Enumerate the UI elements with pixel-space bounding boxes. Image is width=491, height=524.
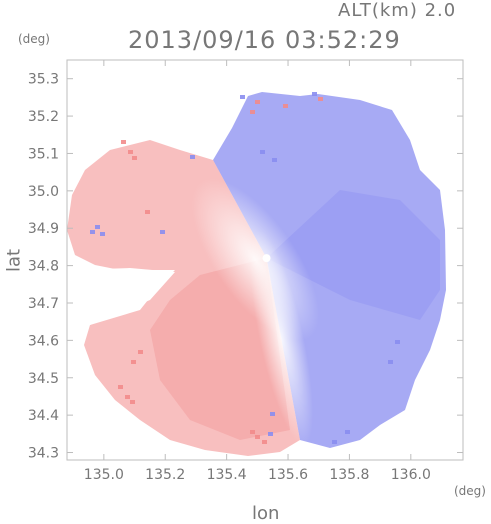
x-tick-label: 135.6 [268, 467, 308, 483]
x-ticks: 135.0 135.2 135.4 135.6 135.8 136.0 [84, 60, 431, 483]
noise-pixel [272, 158, 277, 162]
x-tick-label: 135.4 [207, 467, 247, 483]
altitude-label: ALT(km) 2.0 [338, 0, 457, 21]
radar-site [262, 254, 271, 263]
approaching-core [266, 190, 440, 320]
x-unit-label: (deg) [454, 484, 486, 498]
y-tick-label: 34.6 [28, 333, 59, 349]
plot-frame [66, 59, 464, 461]
noise-pixel [131, 360, 136, 364]
y-tick-label: 34.7 [28, 296, 59, 312]
x-tick-label: 135.8 [329, 467, 369, 483]
noise-pixel [100, 232, 105, 236]
y-tick-label: 34.5 [28, 371, 59, 387]
velocity-field [67, 92, 446, 456]
noise-pixel [125, 395, 130, 399]
x-tick-label: 135.0 [84, 467, 124, 483]
noise-pixel [332, 440, 337, 444]
zero-velocity-band-south [250, 230, 313, 446]
noise-pixel [95, 225, 100, 229]
y-unit-label: (deg) [18, 32, 50, 46]
noise-pixel [395, 340, 400, 344]
noise-pixel [283, 104, 288, 108]
noise-pixel [190, 155, 195, 159]
noise-pixel [250, 110, 255, 114]
x-axis-label: lon [252, 503, 280, 524]
x-tick-label: 135.2 [145, 467, 185, 483]
noise-pixel [255, 100, 260, 104]
approaching-region [213, 92, 446, 448]
no-data-gap [67, 268, 175, 330]
noise-pixel [118, 385, 123, 389]
noise-pixel [268, 432, 273, 436]
y-tick-label: 34.3 [28, 446, 59, 462]
noise-pixel [240, 95, 245, 99]
noise-pixel [250, 430, 255, 434]
noise-pixel [255, 435, 260, 439]
y-tick-label: 35.2 [28, 109, 59, 125]
y-tick-label: 35.1 [28, 146, 59, 162]
noise-pixel [262, 440, 267, 444]
noise-pixel [145, 210, 150, 214]
noise-pixel [160, 230, 165, 234]
noise-pixel [388, 360, 393, 364]
noise-pixel [138, 350, 143, 354]
y-ticks: 35.3 35.2 35.1 35.0 34.9 34.8 34.7 34.6 34.5 34.4… [28, 72, 463, 462]
x-tick-label: 136.0 [391, 467, 431, 483]
noise-pixel [128, 150, 133, 154]
y-tick-label: 34.4 [28, 408, 59, 424]
noise-pixel [345, 430, 350, 434]
noise-pixel [260, 150, 265, 154]
y-tick-label: 34.8 [28, 259, 59, 275]
noise-pixel [90, 230, 95, 234]
timestamp-title: 2013/09/16 03:52:29 [128, 26, 401, 54]
noise-pixel [121, 140, 126, 144]
y-tick-label: 35.0 [28, 184, 59, 200]
noise-pixel [270, 412, 275, 416]
noise-pixel [318, 97, 323, 101]
y-tick-label: 34.9 [28, 221, 59, 237]
noise-pixel [132, 156, 137, 160]
noise-pixel [312, 92, 317, 96]
y-tick-label: 35.3 [28, 72, 59, 88]
noise-pixel [130, 400, 135, 404]
